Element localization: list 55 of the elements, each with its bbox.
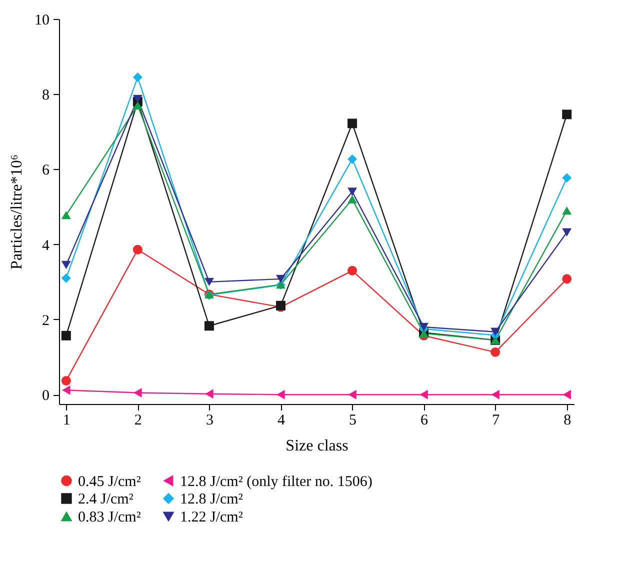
y-tick-label: 0 [42, 388, 50, 404]
point [132, 72, 142, 82]
point [276, 390, 285, 400]
legend-label: 0.83 J/cm² [78, 510, 142, 526]
x-tick-label: 4 [277, 412, 286, 428]
point [562, 110, 572, 120]
point [562, 274, 572, 284]
y-axis-title: Particles/litre*10⁶ [8, 154, 26, 270]
point [62, 385, 70, 395]
x-tick-label: 6 [420, 412, 429, 428]
point [61, 376, 71, 386]
y-tick-label: 2 [42, 312, 50, 329]
point [348, 390, 356, 400]
y-tick-label: 6 [42, 162, 50, 179]
x-tick-label: 2 [134, 412, 142, 428]
point [348, 118, 358, 128]
point [61, 330, 71, 340]
point [132, 94, 142, 104]
y-tick-label: 10 [34, 12, 50, 28]
y-tick-label: 8 [42, 88, 50, 104]
legend-label: 1.22 J/cm² [180, 510, 244, 526]
x-tick-label: 5 [349, 412, 357, 428]
point [348, 154, 358, 164]
legend-label: 12.8 J/cm² [180, 492, 244, 508]
x-tick-label: 7 [492, 412, 500, 428]
point [419, 322, 429, 332]
point [205, 389, 214, 399]
point [61, 260, 71, 270]
point [61, 273, 71, 283]
x-tick-label: 3 [206, 412, 214, 428]
point [420, 390, 428, 400]
point [134, 388, 142, 398]
point [491, 390, 500, 400]
x-tick-label: 8 [564, 412, 572, 428]
point [132, 101, 142, 110]
point [562, 206, 572, 215]
legend-label: 12.8 J/cm² (only filter no. 1506) [180, 474, 372, 490]
point [490, 328, 500, 336]
x-tick-label: 1 [62, 412, 70, 428]
point [562, 390, 571, 400]
legend-label: 0.45 J/cm² [78, 474, 142, 490]
point [562, 173, 572, 183]
legend-label: 2.4 J/cm² [78, 492, 134, 508]
point [348, 188, 358, 196]
point [490, 347, 500, 357]
point [562, 228, 572, 236]
point [348, 266, 358, 276]
point [61, 210, 71, 220]
point [276, 274, 286, 284]
x-axis-title: Size class [286, 438, 348, 454]
point [204, 278, 214, 286]
point [204, 321, 214, 331]
point [132, 244, 142, 254]
y-tick-label: 4 [42, 238, 50, 254]
point [348, 195, 358, 204]
